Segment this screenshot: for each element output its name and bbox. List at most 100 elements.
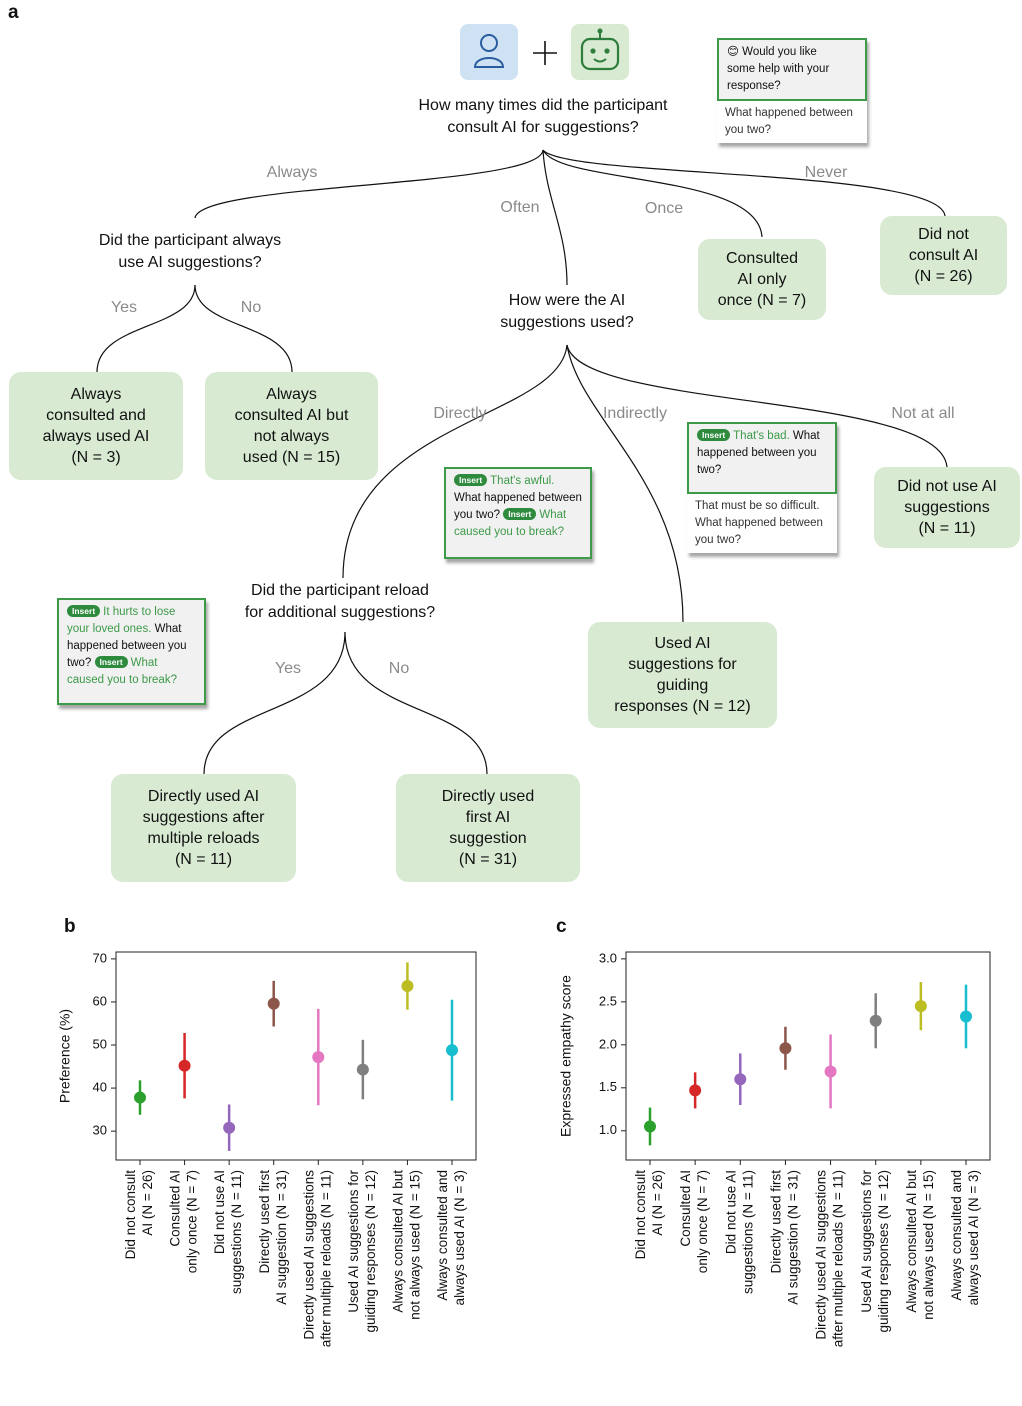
leaf-line: used (N = 15)	[243, 447, 340, 468]
mockup-text: 😊 Would you like some help with your res…	[727, 46, 829, 92]
leaf-line: (N = 11)	[918, 518, 975, 539]
leaf-line: Did not	[918, 224, 969, 245]
question: How many times did the participantconsul…	[373, 95, 713, 139]
x-tick-label: Always consulted and	[949, 1170, 964, 1301]
question-line: Did the participant always	[20, 230, 360, 252]
point	[689, 1084, 701, 1096]
x-tick-label: AI suggestion (N = 31)	[785, 1170, 800, 1305]
suggestion-text: That's bad.	[733, 430, 790, 442]
edge-label: Often	[500, 199, 539, 217]
x-tick-label: only once (N = 7)	[185, 1170, 200, 1273]
x-tick-label: not always used (N = 15)	[921, 1170, 936, 1320]
question-line: use AI suggestions?	[20, 252, 360, 274]
leaf-line: Did not use AI	[897, 476, 997, 497]
x-tick-label: Used AI suggestions for	[346, 1170, 361, 1313]
y-tick-label: 70	[93, 950, 107, 965]
question-line: How were the AI	[397, 290, 737, 312]
question: Did the participant alwaysuse AI suggest…	[20, 230, 360, 274]
icons	[460, 24, 629, 80]
leaf-line: Used AI	[654, 633, 710, 654]
y-tick-label: 50	[93, 1036, 107, 1051]
question: How were the AIsuggestions used?	[397, 290, 737, 334]
leaf-line: responses (N = 12)	[614, 696, 751, 717]
mockup-reply: What happened between you two?	[717, 101, 867, 143]
x-tick-label: Did not use AI	[212, 1170, 227, 1254]
leaf-line: AI only	[738, 269, 787, 290]
y-tick-label: 1.5	[599, 1079, 617, 1094]
leaf-line: (N = 11)	[175, 849, 232, 870]
insert-chip: Insert	[697, 429, 730, 441]
x-tick-label: Always consulted AI but	[390, 1170, 405, 1313]
leaf-line: (N = 3)	[71, 447, 120, 468]
y-tick-label: 1.0	[599, 1122, 617, 1137]
leaf-line: Directly used AI	[148, 786, 259, 807]
leaf-line: multiple reloads	[147, 828, 259, 849]
question: Did the participant reloadfor additional…	[170, 580, 510, 624]
x-tick-label: Always consulted AI but	[904, 1170, 919, 1313]
leaf-line: guiding	[657, 675, 709, 696]
question-line: for additional suggestions?	[170, 602, 510, 624]
question-line: Did the participant reload	[170, 580, 510, 602]
point	[960, 1010, 972, 1022]
y-axis-label: Preference (%)	[57, 1009, 73, 1103]
leaf-line: consulted AI but	[235, 405, 349, 426]
x-tick-label: suggestions (N = 11)	[740, 1170, 755, 1294]
y-tick-label: 2.0	[599, 1036, 617, 1051]
x-tick-label: Directly used first	[257, 1170, 272, 1274]
question-line: consult AI for suggestions?	[373, 117, 713, 139]
point	[825, 1065, 837, 1077]
point	[312, 1051, 324, 1063]
question-line: How many times did the participant	[373, 95, 713, 117]
mockup-prompt: 😊 Would you like some help with your res…	[717, 38, 867, 143]
y-tick-label: 60	[93, 993, 107, 1008]
leaf-line: first AI	[466, 807, 510, 828]
leaf-line: (N = 26)	[914, 266, 972, 287]
leaf-line: always used AI	[43, 426, 150, 447]
leaf-line: Directly used	[442, 786, 534, 807]
leaf-line: suggestions for	[628, 654, 737, 675]
y-tick-label: 40	[93, 1080, 107, 1095]
point	[644, 1120, 656, 1132]
insert-chip: Insert	[503, 508, 536, 520]
x-tick-label: Did not use AI	[723, 1170, 738, 1254]
axes-frame	[116, 952, 476, 1160]
x-tick-label: Consulted AI	[168, 1170, 183, 1247]
mockup-reply: That must be so difficult. What happened…	[687, 494, 837, 553]
x-tick-label: always used AI (N = 3)	[452, 1170, 467, 1305]
edge-label: Not at all	[891, 405, 954, 423]
x-tick-label: suggestions (N = 11)	[229, 1170, 244, 1294]
x-tick-label: Directly used AI suggestions	[814, 1170, 829, 1340]
point	[779, 1042, 791, 1054]
x-tick-label: AI (N = 26)	[650, 1170, 665, 1236]
leaf-line: consult AI	[909, 245, 978, 266]
mockup-text: What happened between you two?	[725, 107, 853, 136]
x-tick-label: Directly used first	[768, 1170, 783, 1274]
y-tick-label: 2.5	[599, 993, 617, 1008]
leaf-line: once (N = 7)	[718, 290, 806, 311]
x-tick-label: AI (N = 26)	[140, 1170, 155, 1236]
point	[446, 1044, 458, 1056]
axes-frame	[626, 952, 990, 1160]
leaf-line: suggestion	[449, 828, 526, 849]
x-tick-label: Did not consult	[633, 1170, 648, 1260]
panel-label: c	[556, 916, 567, 938]
x-tick-label: Did not consult	[123, 1170, 138, 1260]
suggestion-text: That's awful.	[490, 475, 554, 487]
leaf-line: suggestions	[904, 497, 989, 518]
edge-label: Once	[645, 200, 683, 218]
panel-label: a	[8, 2, 19, 24]
point	[179, 1060, 191, 1072]
y-axis-label: Expressed empathy score	[558, 975, 574, 1137]
mockup-text: That must be so difficult. What happened…	[695, 500, 823, 546]
x-tick-label: guiding responses (N = 12)	[876, 1170, 891, 1332]
edge-label: Always	[267, 164, 318, 182]
x-tick-label: not always used (N = 15)	[407, 1170, 422, 1320]
leaf-line: suggestions after	[143, 807, 265, 828]
insert-chip: Insert	[67, 605, 100, 617]
